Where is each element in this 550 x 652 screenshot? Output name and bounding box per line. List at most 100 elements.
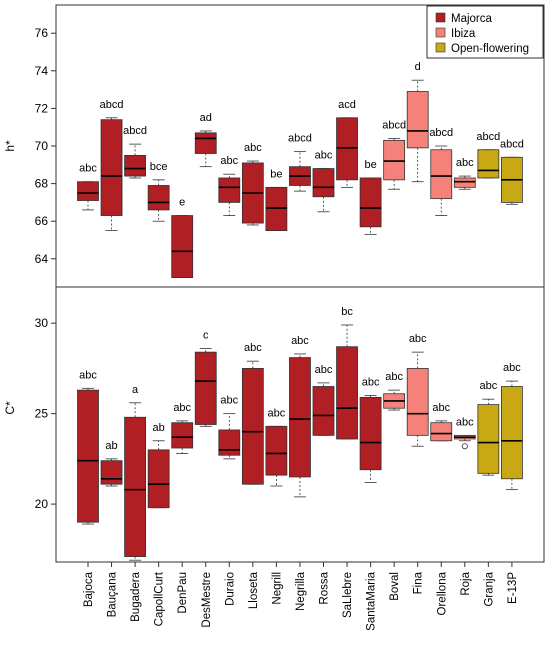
significance-letter: c [203,330,209,342]
box-body [312,168,335,198]
box-body [241,368,264,485]
top-y-tick-label: 66 [35,214,49,228]
legend-label: Ibiza [451,28,476,40]
bottom-y-tick-label: 30 [35,316,49,330]
top-box-Negrilla: abcd [288,133,312,192]
bottom-box-Rossa: abc [312,364,335,436]
significance-letter: abc [220,395,238,407]
x-tick-label: Duraio [224,572,236,606]
bottom-box-Orellona: abc [430,402,453,442]
bottom-box-Fina: abc [406,333,429,447]
bottom-box-E-13P: abc [500,362,523,491]
box-body [406,368,429,436]
significance-letter: abcd [288,133,312,145]
top-box-Rossa: abc [312,150,335,213]
box-body [453,177,476,188]
significance-letter: abcd [476,131,500,143]
significance-letter: abc [220,155,238,167]
bottom-box-DesMestre: c [194,330,217,427]
x-tick-label: DenPau [177,572,189,614]
significance-letter: abcd [500,138,524,150]
box-body [500,386,523,480]
top-box-Bauçana: abcd [100,99,123,232]
box-body [359,177,382,228]
box-body [171,215,194,278]
top-box-SaLlebre: acd [336,99,358,188]
bottom-box-Duraio: abc [218,395,241,460]
x-tick-label: Boval [389,572,401,601]
x-tick-label: SaLlebre [342,572,354,618]
top-y-tick-label: 74 [35,64,49,78]
box-body [124,416,146,557]
top-y-axis-label: h* [3,140,17,152]
x-axis: Bajoca Bauçana Bugadera CapollCurt DenPau Des… [83,561,519,631]
legend: Majorca Ibiza Open-flowering [426,5,544,59]
top-y-tick-label: 68 [35,177,49,191]
top-box-CapollCurt: bce [147,161,170,222]
top-panel: 64666870727476abcabcdabcdbceeadabcabcbea… [35,26,524,279]
significance-letter: abc [409,333,427,345]
box-body [430,149,453,200]
significance-letter: abc [244,142,262,154]
significance-letter: ab [153,422,165,434]
significance-letter: abc [79,163,97,175]
x-tick-label: Negrill [271,572,283,605]
x-tick-label: Rossa [319,571,331,604]
top-y-tick-label: 70 [35,139,49,153]
box-body [359,396,382,471]
significance-letter: abc [503,362,521,374]
top-y-tick-label: 64 [35,252,49,266]
box-body [77,181,99,201]
box-body [124,154,146,177]
significance-letter: abc [315,364,333,376]
box-body [430,422,453,442]
significance-letter: abc [244,342,262,354]
top-box-Lloseta: abc [241,142,264,226]
x-tick-label: CapollCurt [154,571,166,626]
x-tick-label: Bajoca [83,571,95,607]
x-tick-label: Roja [460,571,472,595]
bottom-box-Boval: abc [383,371,406,411]
significance-letter: abc [479,380,497,392]
significance-letter: abc [268,407,286,419]
bottom-box-CapollCurt: ab [147,422,170,509]
box-body [218,429,241,456]
significance-letter: abc [456,157,474,169]
box-body [336,117,358,181]
legend-swatch [435,42,446,53]
box-body [383,139,406,181]
significance-letter: a [132,384,139,396]
box-body [406,91,429,149]
significance-letter: abc [362,377,380,389]
top-box-Boval: abcd [382,119,406,190]
significance-letter: abc [315,150,333,162]
x-tick-label: Bugadera [130,571,142,621]
bottom-box-Bajoca: abc [77,369,99,525]
top-box-Fina: d [406,61,429,183]
box-body [289,357,311,478]
top-box-E-13P: abcd [500,138,524,205]
significance-letter: be [364,159,376,171]
box-body [147,185,170,211]
top-box-SantaMaria: be [359,159,382,235]
bottom-box-Granja: abc [477,380,500,476]
x-tick-label: E-13P [507,572,519,604]
significance-letter: abcd [429,127,453,139]
box-body [477,149,500,179]
bottom-box-SaLlebre: bc [336,306,358,440]
box-body [100,460,123,485]
top-box-Orellona: abcd [429,127,453,216]
top-box-DenPau: e [171,197,194,279]
significance-letter: d [415,61,421,73]
box-body [77,389,99,523]
top-box-Bajoca: abc [77,163,99,211]
bottom-y-tick-label: 20 [35,497,49,511]
top-box-Bugadera: abcd [123,125,147,179]
x-tick-label: Fina [413,571,425,594]
box-body [312,386,335,436]
bottom-box-Negrill: abc [265,407,288,487]
significance-letter: abc [291,335,309,347]
box-outlier [461,443,468,450]
significance-letter: abc [173,402,191,414]
